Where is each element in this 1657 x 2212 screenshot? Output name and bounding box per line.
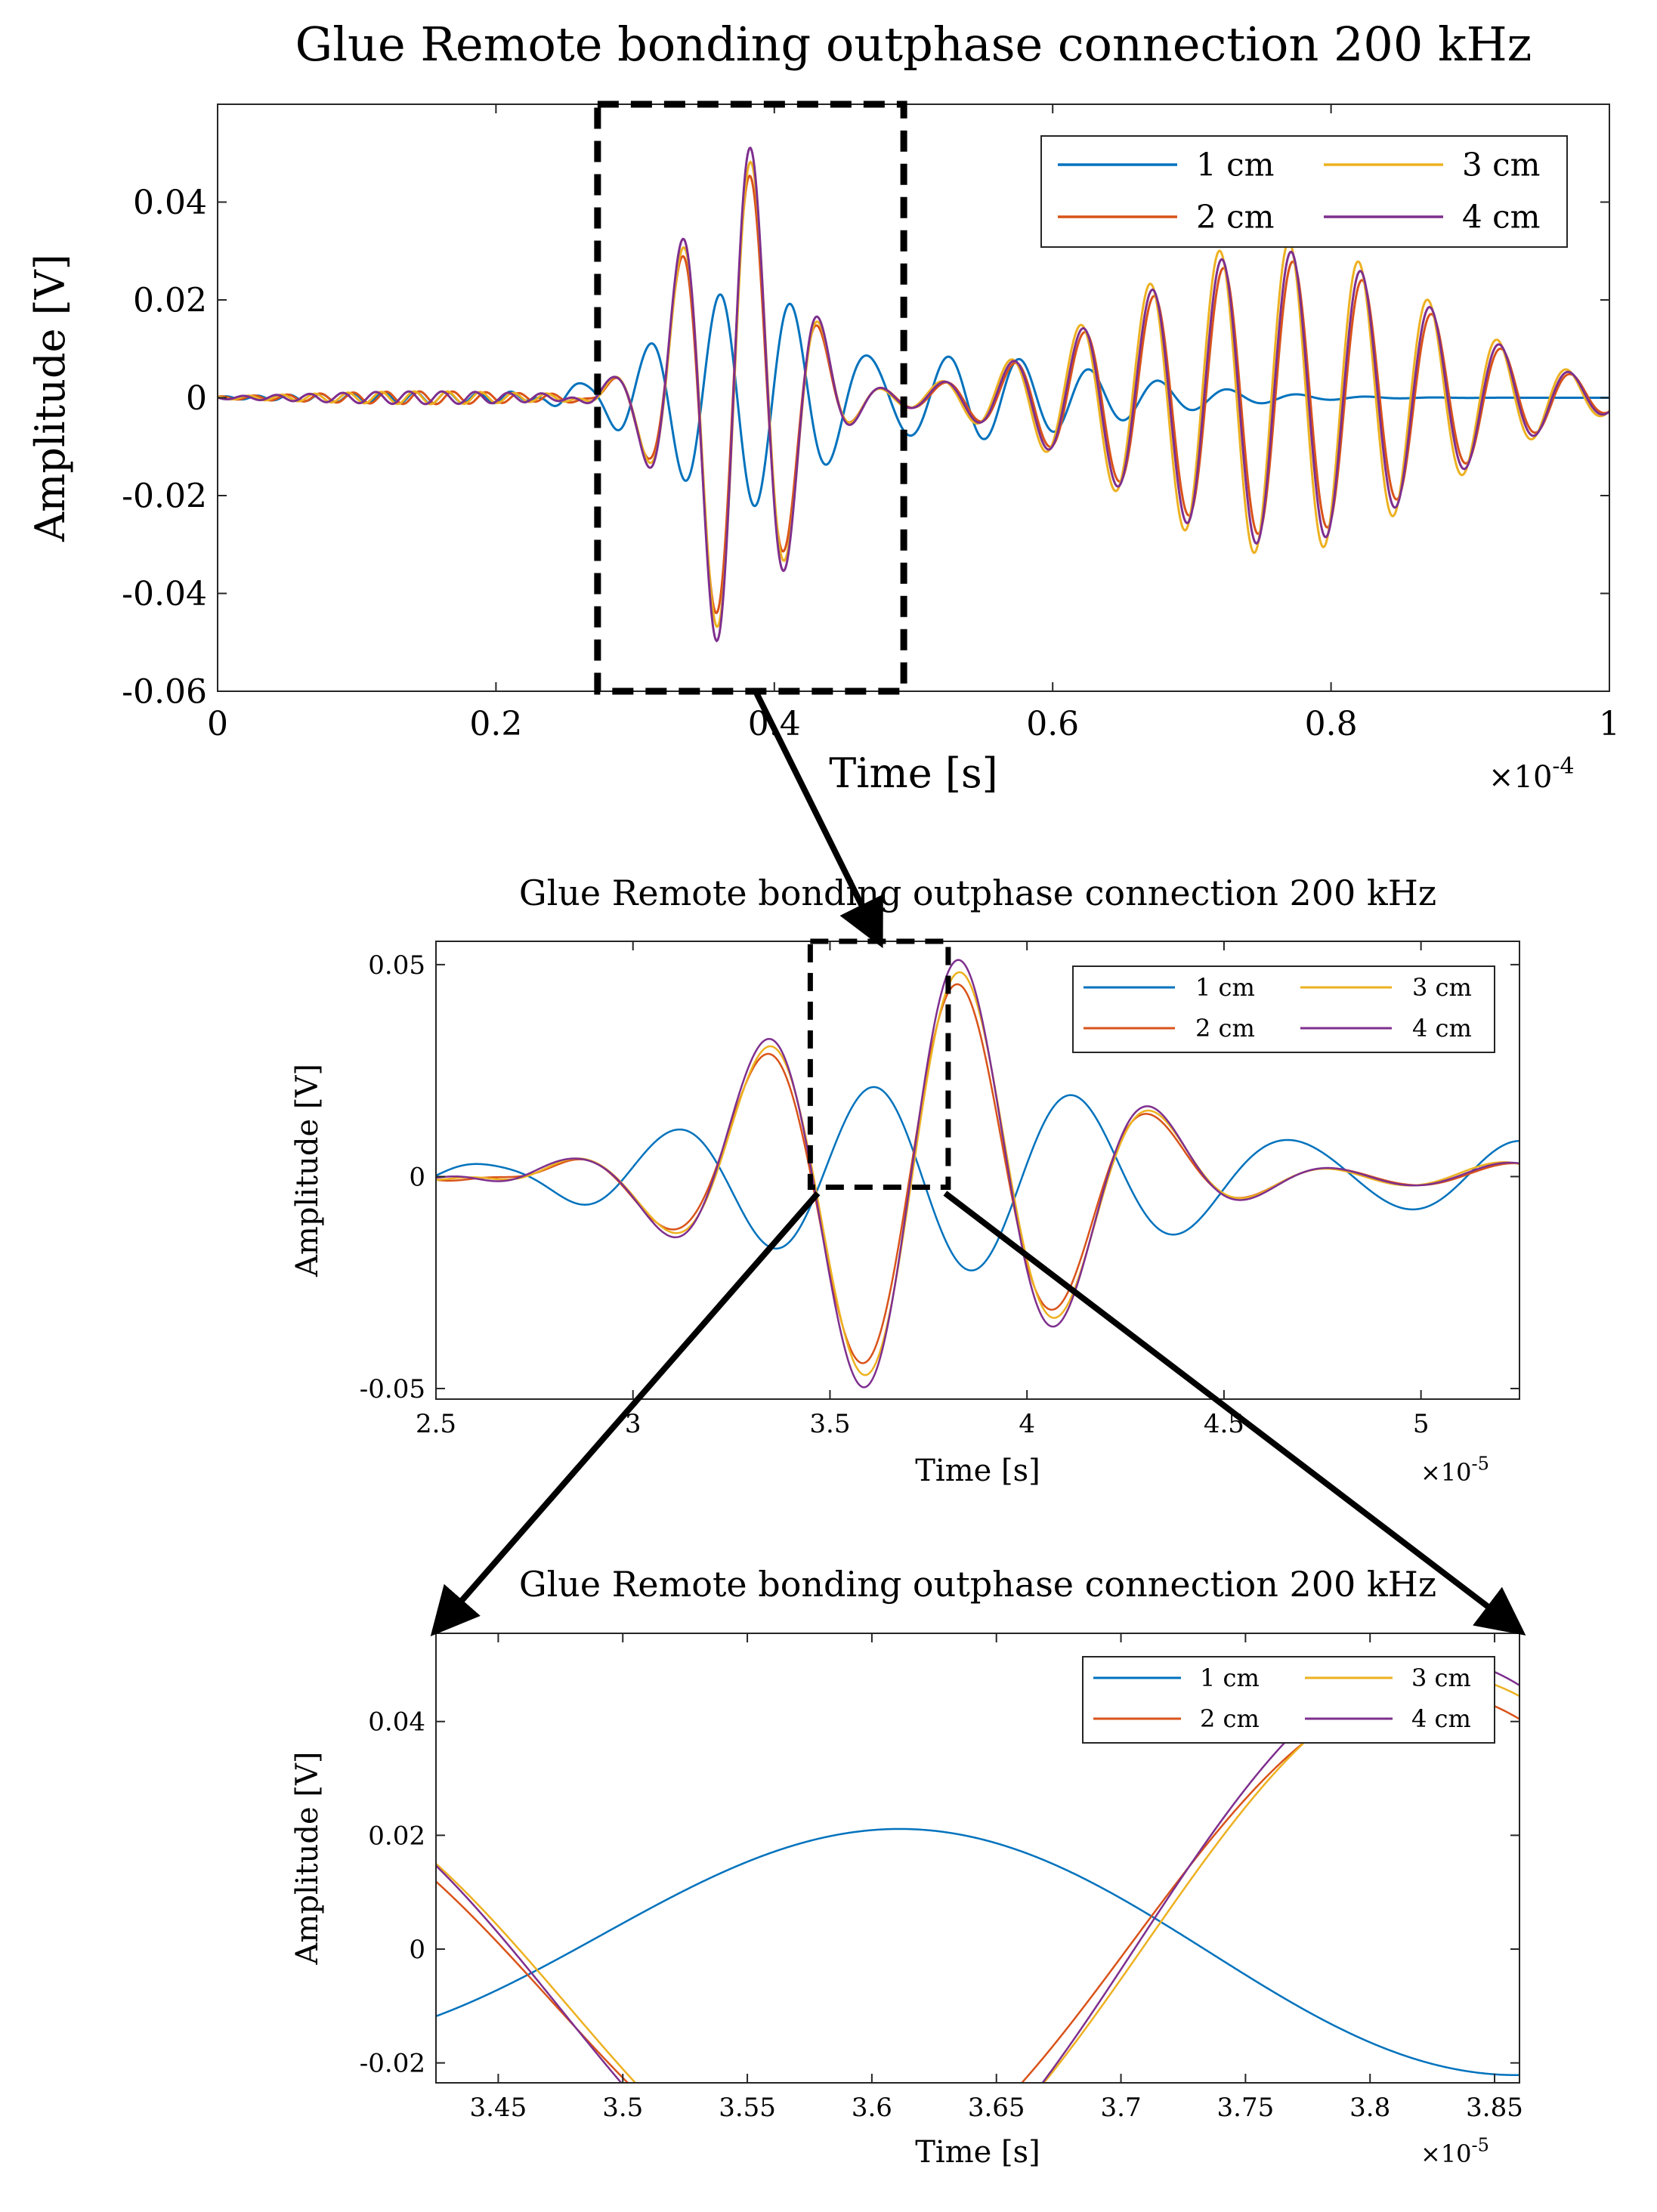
y-tick-label: -0.02 <box>360 2049 425 2079</box>
y-axis-label: Amplitude [V] <box>290 1752 325 1966</box>
y-tick-label: 0.02 <box>133 281 207 320</box>
x-axis-exponent: ×10-5 <box>1421 1454 1489 1487</box>
y-tick-label: 0.02 <box>368 1821 425 1851</box>
y-tick-label: 0 <box>186 379 207 418</box>
series-group <box>436 959 1519 1389</box>
y-tick-label: 0 <box>409 1162 425 1192</box>
x-axis-label: Time [s] <box>829 749 997 797</box>
x-tick-label: 3.5 <box>602 2093 643 2123</box>
series-group <box>218 147 1609 643</box>
legend-label: 4 cm <box>1412 1014 1472 1043</box>
zoom-arrow-2-left <box>430 1191 821 1637</box>
series-line-1cm <box>436 1086 1519 1271</box>
legend-label: 4 cm <box>1411 1704 1471 1733</box>
x-axis-label: Time [s] <box>915 2135 1040 2170</box>
y-tick-label: -0.05 <box>360 1374 425 1404</box>
x-tick-label: 3.85 <box>1466 2093 1523 2123</box>
x-tick-label: 1 <box>1599 705 1620 743</box>
y-tick-label: 0.05 <box>368 950 425 981</box>
x-tick-label: 3.8 <box>1349 2093 1390 2123</box>
legend: 1 cm 2 cm 3 cm 4 cm <box>1072 965 1495 1053</box>
legend-label: 2 cm <box>1195 1014 1255 1043</box>
zoom-arrow-2-right <box>943 1191 1526 1636</box>
legend-label: 1 cm <box>1196 147 1274 184</box>
legend-box <box>1082 1656 1495 1744</box>
x-tick-label: 0 <box>207 705 228 743</box>
chart-title: Glue Remote bonding outphase connection … <box>519 873 1436 913</box>
legend: 1 cm 2 cm 3 cm 4 cm <box>1082 1656 1495 1744</box>
legend-label: 3 cm <box>1462 147 1540 184</box>
x-tick-label: 3.45 <box>470 2093 527 2123</box>
series-line-2cm <box>436 1690 1519 2083</box>
x-tick-label: 2.5 <box>416 1409 456 1439</box>
x-tick-label: 3.75 <box>1217 2093 1275 2123</box>
legend-box <box>1040 135 1568 248</box>
x-tick-label: 3.55 <box>719 2093 776 2123</box>
legend-label: 4 cm <box>1462 199 1540 236</box>
legend-label: 3 cm <box>1412 973 1472 1002</box>
x-tick-label: 3.5 <box>809 1409 850 1439</box>
legend-label: 1 cm <box>1200 1664 1260 1692</box>
legend-label: 1 cm <box>1195 973 1255 1002</box>
axes-frame <box>435 1633 1520 2084</box>
y-tick-label: -0.02 <box>122 477 207 515</box>
chart-title: Glue Remote bonding outphase connection … <box>295 17 1532 72</box>
legend: 1 cm 2 cm 3 cm 4 cm <box>1040 135 1568 248</box>
zoom-annotations <box>430 100 1526 1637</box>
axes-frame <box>435 941 1520 1400</box>
x-tick-label: 3.65 <box>968 2093 1025 2123</box>
y-tick-label: -0.04 <box>122 575 207 613</box>
x-tick-label: 3.6 <box>852 2093 892 2123</box>
series-line-1cm <box>436 1827 1519 2077</box>
x-axis-exponent: ×10-5 <box>1421 2135 1489 2168</box>
x-tick-label: 0.8 <box>1305 705 1358 743</box>
chart-3: Glue Remote bonding outphase connection … <box>290 1564 1523 2170</box>
x-tick-label: 3 <box>625 1409 641 1439</box>
charts-layer: Glue Remote bonding outphase connection … <box>26 17 1620 2170</box>
x-tick-label: 0.2 <box>469 705 522 743</box>
x-tick-label: 4 <box>1019 1409 1035 1439</box>
chart-1: Glue Remote bonding outphase connection … <box>26 17 1620 797</box>
x-axis-exponent: ×10-4 <box>1489 753 1575 795</box>
chart-title: Glue Remote bonding outphase connection … <box>519 1564 1436 1605</box>
y-axis-label: Amplitude [V] <box>26 254 74 542</box>
legend-label: 2 cm <box>1200 1704 1260 1733</box>
series-line-3cm <box>436 1673 1519 2083</box>
zoom-box-1 <box>594 100 907 695</box>
series-line-4cm <box>218 147 1609 643</box>
y-tick-label: 0 <box>409 1935 425 1965</box>
series-line-4cm <box>436 959 1519 1389</box>
y-axis-label: Amplitude [V] <box>290 1064 325 1277</box>
x-tick-label: 5 <box>1413 1409 1430 1439</box>
x-axis-label: Time [s] <box>915 1454 1040 1488</box>
y-tick-label: 0.04 <box>368 1707 425 1738</box>
legend-label: 3 cm <box>1411 1664 1471 1692</box>
y-tick-label: 0.04 <box>133 184 207 222</box>
series-line-1cm <box>218 293 1609 508</box>
legend-label: 2 cm <box>1196 199 1274 236</box>
legend-box <box>1072 965 1495 1053</box>
x-tick-label: 3.7 <box>1101 2093 1142 2123</box>
y-tick-label: -0.06 <box>122 672 207 711</box>
zoom-arrow-1 <box>753 690 883 949</box>
x-tick-label: 0.6 <box>1026 705 1079 743</box>
chart-2: Glue Remote bonding outphase connection … <box>290 873 1520 1488</box>
